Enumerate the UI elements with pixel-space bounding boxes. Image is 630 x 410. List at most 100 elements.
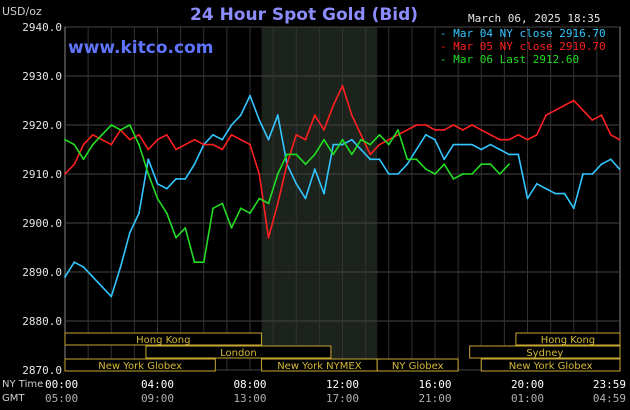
data-point bbox=[73, 163, 76, 166]
data-point bbox=[360, 138, 362, 141]
gmt-tick-label: 04:59 bbox=[593, 392, 626, 405]
data-point bbox=[406, 129, 409, 131]
data-point bbox=[165, 133, 168, 136]
y-tick-label: 2920.0 bbox=[22, 119, 62, 132]
data-point bbox=[406, 163, 409, 166]
data-point bbox=[415, 124, 418, 126]
gmt-tick-label: 09:00 bbox=[141, 392, 174, 405]
data-point bbox=[221, 138, 224, 141]
data-point bbox=[332, 153, 335, 156]
data-point bbox=[498, 148, 501, 151]
data-point bbox=[249, 212, 251, 215]
data-point bbox=[193, 138, 196, 141]
data-point bbox=[202, 261, 205, 264]
data-point bbox=[387, 143, 390, 146]
data-point bbox=[221, 202, 224, 205]
data-point bbox=[258, 119, 261, 121]
data-point bbox=[212, 207, 214, 210]
data-point bbox=[276, 173, 279, 175]
data-point bbox=[249, 143, 251, 146]
gmt-tick-label: 05:00 bbox=[45, 392, 78, 405]
market-session-bar bbox=[64, 358, 216, 372]
gmt-tick-label: 17:00 bbox=[326, 392, 359, 405]
data-point bbox=[508, 163, 510, 166]
data-point bbox=[101, 138, 103, 141]
data-point bbox=[535, 182, 538, 185]
data-point bbox=[378, 158, 381, 161]
market-session-label: Sydney bbox=[526, 348, 563, 359]
y-tick-label: 2880.0 bbox=[22, 315, 62, 328]
data-point bbox=[489, 143, 492, 146]
x-tick-label: 16:00 bbox=[418, 378, 451, 391]
data-point bbox=[313, 114, 316, 117]
data-point bbox=[434, 129, 436, 131]
data-point bbox=[406, 158, 409, 161]
data-point bbox=[508, 153, 510, 156]
data-point bbox=[378, 133, 381, 136]
data-point bbox=[498, 138, 501, 141]
data-point bbox=[526, 138, 529, 141]
data-point bbox=[91, 133, 94, 136]
y-tick-label: 2930.0 bbox=[22, 70, 62, 83]
site-link[interactable]: www.kitco.com bbox=[68, 38, 214, 58]
data-point bbox=[304, 197, 307, 200]
data-point bbox=[332, 143, 335, 146]
data-point bbox=[572, 207, 575, 210]
data-point bbox=[489, 133, 492, 136]
data-point bbox=[387, 173, 390, 175]
y-tick-label: 2940.0 bbox=[22, 21, 62, 34]
data-point bbox=[267, 202, 270, 205]
data-point bbox=[128, 124, 131, 126]
data-point bbox=[101, 285, 103, 288]
data-point bbox=[526, 197, 529, 200]
data-point bbox=[415, 148, 418, 151]
data-point bbox=[397, 173, 399, 175]
data-point bbox=[360, 133, 362, 136]
data-point bbox=[184, 227, 187, 229]
data-point bbox=[434, 138, 436, 141]
data-point bbox=[387, 138, 390, 141]
data-point bbox=[82, 266, 85, 268]
data-point bbox=[480, 129, 483, 131]
data-point bbox=[313, 153, 316, 156]
data-point bbox=[101, 133, 103, 136]
data-point bbox=[378, 143, 381, 146]
legend-item-mar04: - Mar 04 NY close 2916.70 bbox=[440, 27, 606, 40]
data-point bbox=[471, 124, 473, 126]
y-tick-label: 2890.0 bbox=[22, 266, 62, 279]
data-point bbox=[221, 148, 224, 151]
data-point bbox=[424, 124, 427, 126]
data-point bbox=[480, 163, 483, 166]
x-tick-label: 23:59 bbox=[593, 378, 626, 391]
data-point bbox=[212, 143, 214, 146]
data-point bbox=[156, 182, 159, 185]
data-point bbox=[582, 109, 584, 112]
data-point bbox=[230, 133, 233, 136]
market-session-label: New York Globex bbox=[509, 361, 593, 372]
data-point bbox=[452, 178, 455, 180]
data-point bbox=[489, 163, 492, 166]
data-point bbox=[360, 148, 362, 151]
data-point bbox=[110, 295, 113, 298]
data-point bbox=[498, 173, 501, 175]
chart-title: 24 Hour Spot Gold (Bid) bbox=[190, 5, 419, 25]
data-point bbox=[461, 129, 464, 131]
data-point bbox=[304, 163, 307, 166]
data-point bbox=[230, 227, 233, 229]
data-point bbox=[341, 84, 344, 87]
market-session-bar bbox=[515, 332, 621, 346]
data-point bbox=[193, 163, 196, 166]
data-point bbox=[323, 129, 325, 131]
data-point bbox=[82, 158, 85, 161]
x-tick-label: 04:00 bbox=[141, 378, 174, 391]
data-point bbox=[591, 119, 594, 121]
data-point bbox=[64, 173, 66, 175]
data-point bbox=[110, 124, 113, 126]
data-point bbox=[119, 129, 122, 131]
data-point bbox=[600, 163, 603, 166]
data-point bbox=[267, 138, 270, 141]
data-point bbox=[508, 138, 510, 141]
data-point bbox=[369, 143, 372, 146]
x-tick-label: 08:00 bbox=[233, 378, 266, 391]
data-point bbox=[572, 99, 575, 102]
